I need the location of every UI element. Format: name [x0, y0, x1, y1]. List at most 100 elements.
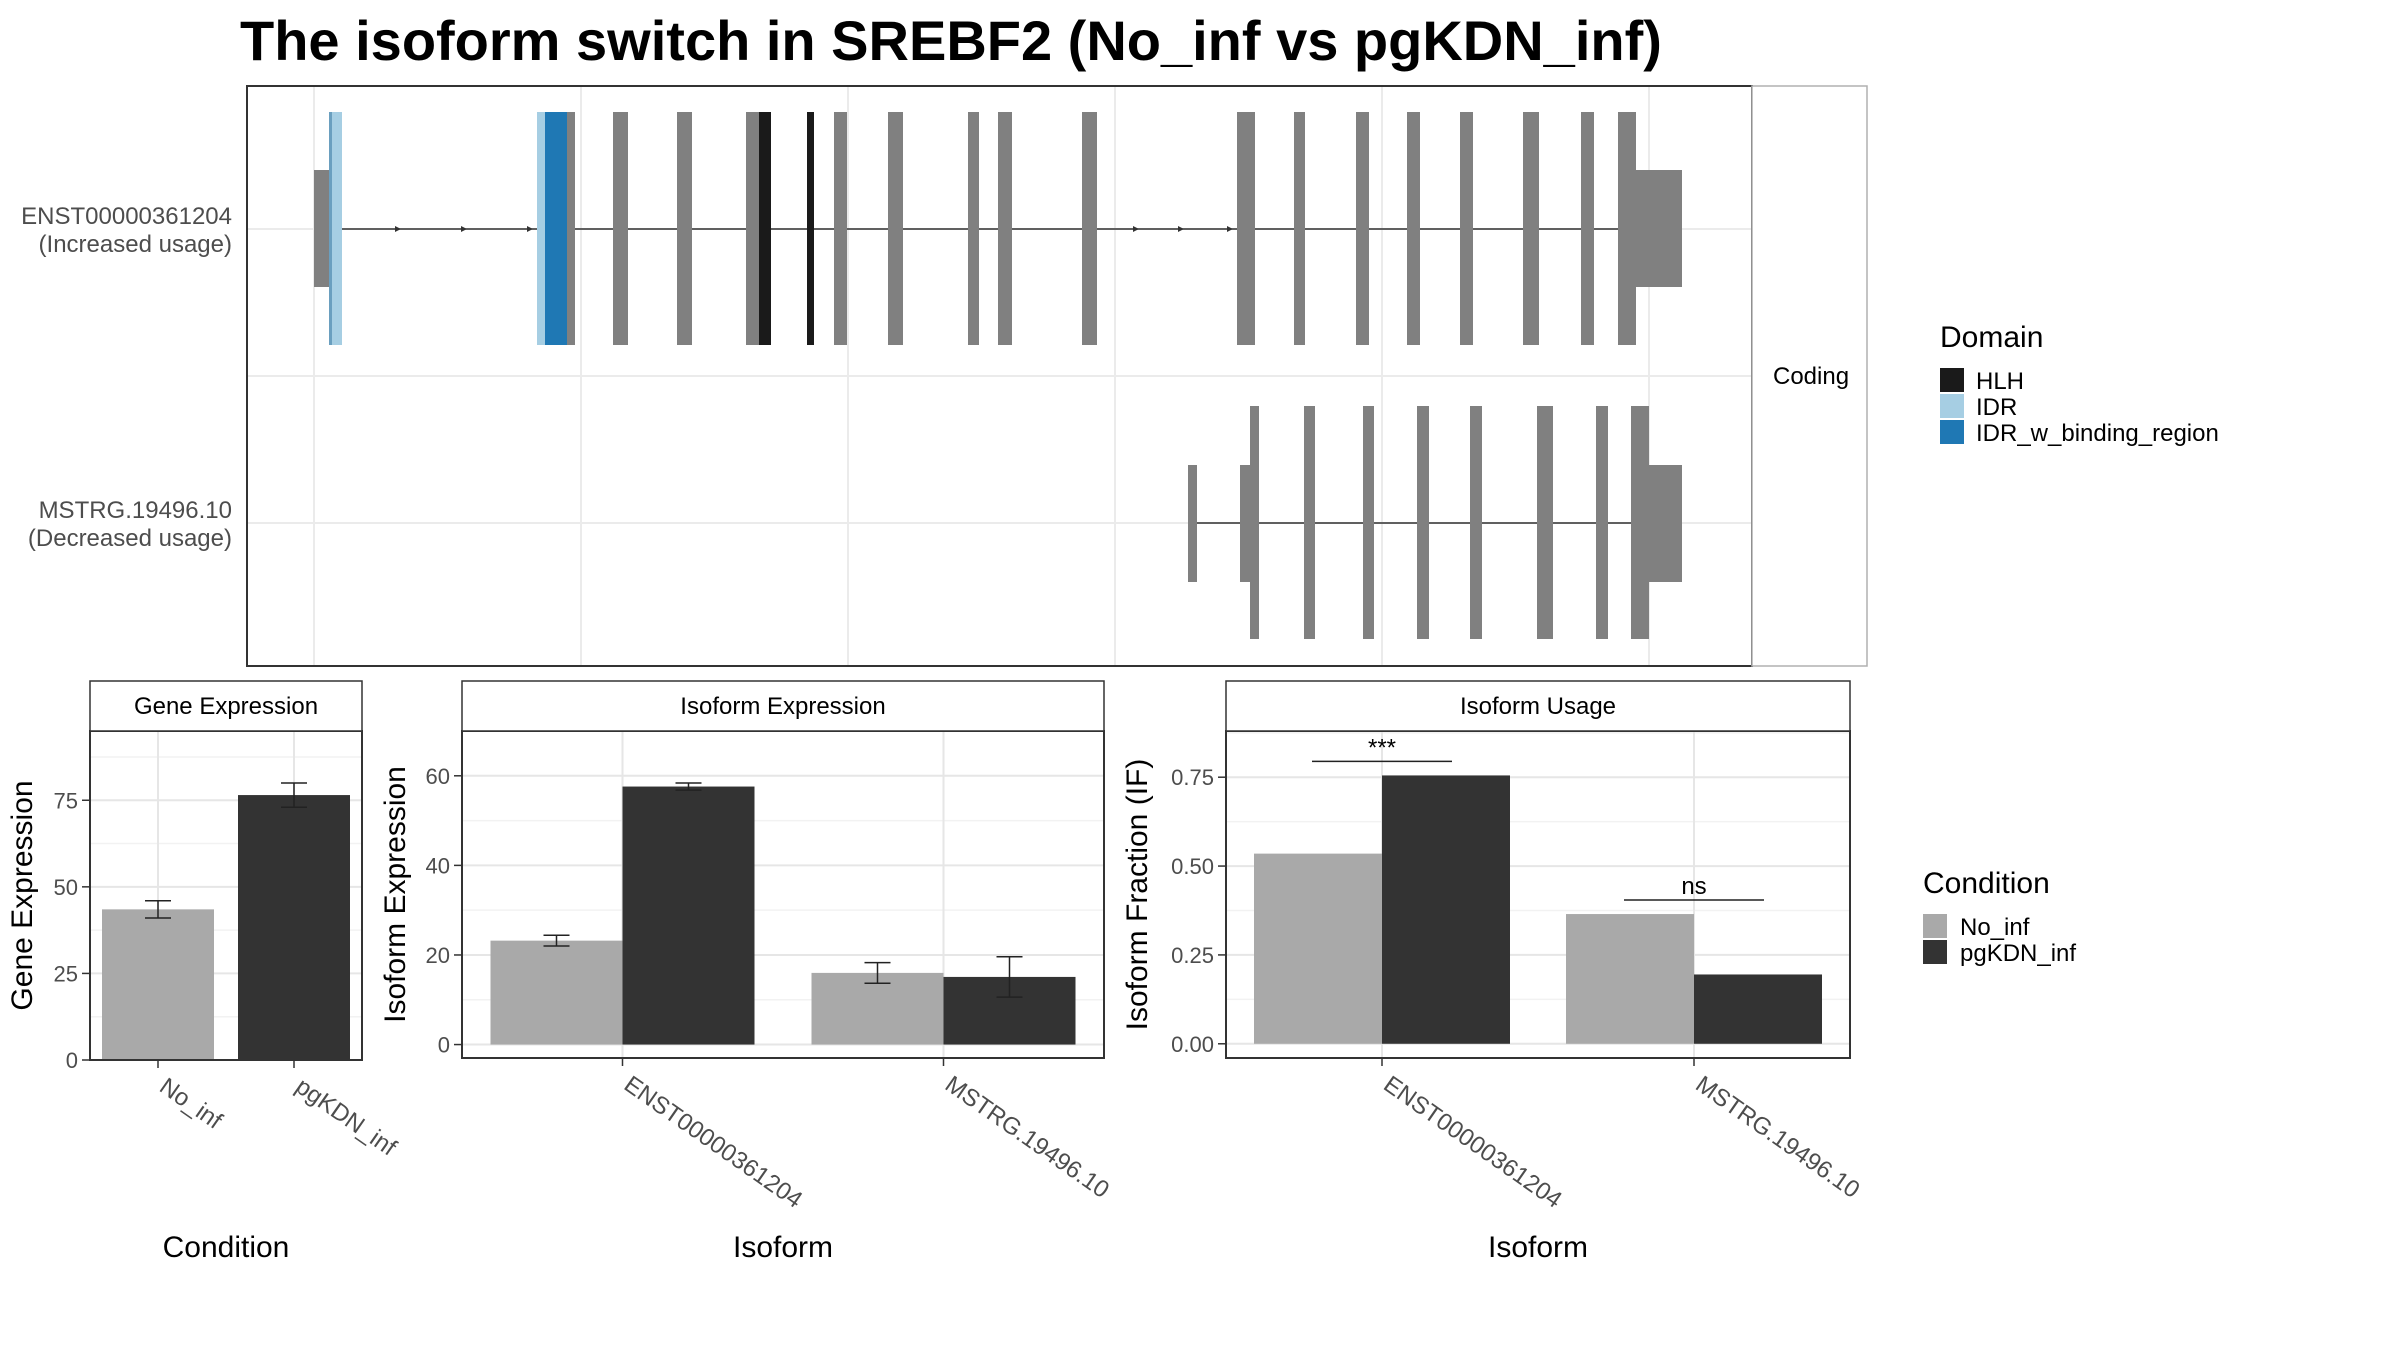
isoform-exon: [746, 112, 759, 345]
isoform-exon: [1460, 112, 1473, 345]
isoform-exon: [1082, 112, 1097, 345]
isoform-label: ENST00000361204: [21, 203, 232, 230]
y-tick-label: 40: [426, 853, 450, 878]
significance-label: ***: [1368, 734, 1396, 761]
isoform-exon: [1356, 112, 1369, 345]
isoform-usage-label: (Decreased usage): [28, 525, 232, 552]
panel-strip: [89, 680, 363, 732]
isoform-exon: [1304, 406, 1315, 639]
condition-legend-swatch: [1923, 914, 1947, 938]
isoform-exon: [567, 112, 575, 345]
domain-legend-swatch: [1940, 368, 1964, 392]
domain-idr-edge: [329, 112, 332, 345]
isoform-exon: [1631, 112, 1636, 345]
x-axis-title: Condition: [163, 1231, 290, 1264]
domain-idr: [537, 112, 545, 345]
facet-label-coding: Coding: [1773, 363, 1849, 390]
isoform-exon: [1581, 112, 1594, 345]
domain-hlh: [759, 112, 771, 345]
isoform-exon: [1237, 112, 1255, 345]
isoform-exon: [1596, 406, 1608, 639]
panel-strip-title: Isoform Expression: [680, 693, 885, 720]
x-tick-label: MSTRG.19496.10: [940, 1071, 1114, 1204]
intron-arrow: [395, 226, 401, 232]
isoform-exon: [1294, 112, 1305, 345]
domain-hlh: [807, 112, 814, 345]
domain-legend-label: HLH: [1976, 368, 2024, 395]
y-axis-title: Isoform Fraction (IF): [1121, 759, 1154, 1031]
bar: [811, 972, 944, 1045]
x-tick-label: No_inf: [155, 1073, 228, 1135]
intron-arrow: [1227, 226, 1233, 232]
y-tick-label: 0.75: [1171, 765, 1214, 790]
intron-arrow: [1133, 226, 1139, 232]
y-tick-label: 20: [426, 943, 450, 968]
domain-legend-swatch: [1940, 394, 1964, 418]
condition-legend-label: No_inf: [1960, 914, 2030, 941]
bar: [490, 940, 623, 1045]
isoform-exon: [968, 112, 979, 345]
y-axis-title: Isoform Expression: [379, 766, 412, 1023]
facet-strip: [1751, 85, 1868, 667]
isoform-utr: [1636, 170, 1682, 287]
bar: [622, 786, 755, 1045]
isoform-exon: [1470, 406, 1482, 639]
isoform-exon: [314, 170, 330, 287]
y-tick-label: 75: [54, 788, 78, 813]
isoform-exon: [1407, 112, 1420, 345]
panel-strip: [461, 680, 1105, 732]
y-tick-label: 0.50: [1171, 854, 1214, 879]
isoform-usage-label: (Increased usage): [39, 231, 232, 258]
y-tick-label: 60: [426, 764, 450, 789]
bar: [1382, 775, 1510, 1044]
x-tick-label: pgKDN_inf: [291, 1073, 402, 1162]
panel-strip-title: Gene Expression: [134, 693, 318, 720]
bar: [238, 795, 350, 1060]
isoform-exon: [1250, 406, 1259, 639]
condition-legend-title: Condition: [1923, 867, 2050, 900]
x-tick-label: MSTRG.19496.10: [1691, 1071, 1865, 1204]
isoform-exon: [677, 112, 692, 345]
bar: [1694, 974, 1822, 1044]
intron-arrow: [1178, 226, 1184, 232]
isoform-exon: [1417, 406, 1429, 639]
isoform-exon: [888, 112, 903, 345]
y-tick-label: 25: [54, 961, 78, 986]
domain-legend-label: IDR_w_binding_region: [1976, 420, 2219, 447]
condition-legend-label: pgKDN_inf: [1960, 940, 2076, 967]
x-tick-label: ENST00000361204: [1379, 1071, 1567, 1214]
isoform-utr: [1649, 465, 1682, 582]
x-axis-title: Isoform: [733, 1231, 833, 1264]
isoform-exon: [1188, 465, 1197, 582]
panel-strip-title: Isoform Usage: [1460, 693, 1616, 720]
domain-legend-label: IDR: [1976, 394, 2017, 421]
y-axis-title: Gene Expression: [6, 780, 39, 1010]
y-tick-label: 0: [66, 1048, 78, 1073]
isoform-exon: [613, 112, 628, 345]
domain-legend-swatch: [1940, 420, 1964, 444]
intron-arrow: [527, 226, 533, 232]
intron-arrow: [461, 226, 467, 232]
page-title: The isoform switch in SREBF2 (No_inf vs …: [240, 9, 1662, 72]
panel-strip: [1225, 680, 1851, 732]
bar: [102, 909, 214, 1060]
isoform-exon: [1537, 406, 1553, 639]
isoform-exon: [834, 112, 847, 345]
bar: [1254, 853, 1382, 1044]
domain-legend-title: Domain: [1940, 321, 2043, 354]
isoform-exon: [1523, 112, 1539, 345]
domain-idr-binding-region: [545, 112, 567, 345]
x-tick-label: ENST00000361204: [619, 1071, 807, 1214]
isoform-exon: [1618, 112, 1632, 345]
isoform-exon: [1363, 406, 1374, 639]
x-axis-title: Isoform: [1488, 1231, 1588, 1264]
bar: [1566, 914, 1694, 1044]
y-tick-label: 0: [438, 1033, 450, 1058]
significance-label: ns: [1681, 873, 1706, 900]
y-tick-label: 0.00: [1171, 1032, 1214, 1057]
y-tick-label: 50: [54, 875, 78, 900]
condition-legend-swatch: [1923, 940, 1947, 964]
isoform-exon: [1631, 406, 1649, 639]
isoform-label: MSTRG.19496.10: [39, 497, 232, 524]
